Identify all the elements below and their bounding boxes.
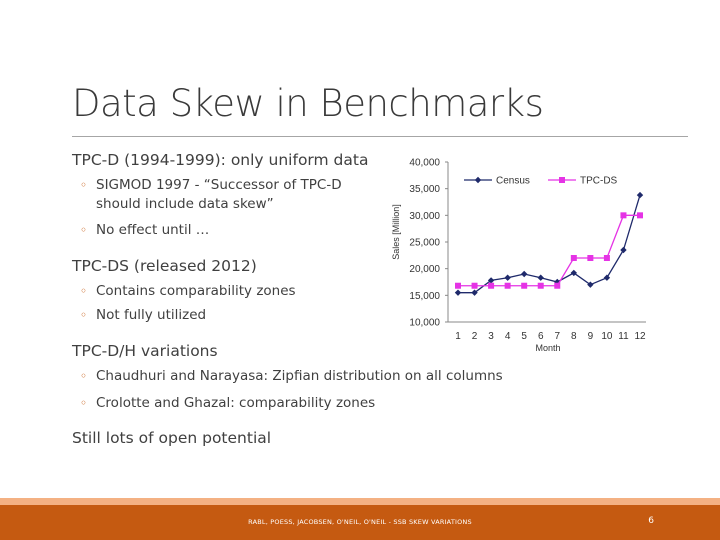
data-point-census: [636, 191, 644, 199]
x-tick-label: 3: [488, 331, 494, 342]
legend-marker-icon: [559, 177, 565, 183]
data-point-tpc-ds: [488, 282, 495, 289]
x-tick-label: 9: [588, 331, 594, 342]
x-tick-label: 4: [505, 331, 511, 342]
sales-line-chart: 10,000 15,000 20,000 25,000 30,000 35,000 40,0…: [384, 150, 660, 358]
series-line-census: [458, 194, 641, 294]
sub-bullet-no-effect-text: No effect until …: [96, 222, 210, 238]
x-tick-label: 5: [521, 331, 527, 342]
y-tick-label: 15,000: [409, 291, 440, 302]
sub-bullet-not-utilized-text: Not fully utilized: [96, 307, 207, 323]
bullet-tpcds: TPC-DS (released 2012): [72, 257, 257, 275]
slide-title: Data Skew in Benchmarks: [72, 82, 544, 125]
x-tick-label: 11: [618, 331, 629, 342]
x-tick-label: 12: [634, 331, 646, 342]
bullet-marker-icon: ◦: [80, 308, 88, 322]
data-point-census: [471, 289, 478, 296]
footer-accent-bar: [0, 498, 720, 505]
y-tick-label: 40,000: [409, 158, 440, 169]
y-axis-label: Sales [Million]: [391, 204, 401, 260]
data-point-tpc-ds: [603, 255, 610, 261]
title-divider: [72, 136, 688, 137]
x-axis-label: Month: [535, 343, 560, 353]
data-point-census: [520, 270, 528, 278]
footer-text: RABL, POESS, JACOBSEN, O'NEIL, O'NEIL - …: [248, 518, 472, 526]
sub-bullet-chaudhuri: ◦ Chaudhuri and Narayasa: Zipfian distri…: [80, 367, 503, 386]
data-point-census: [454, 289, 462, 296]
x-tick-label: 7: [554, 331, 560, 342]
x-tick-label: 8: [571, 331, 577, 342]
data-point-tpc-ds: [570, 255, 577, 261]
bullet-marker-icon: ◦: [80, 178, 88, 192]
data-point-tpc-ds: [637, 212, 643, 219]
sub-bullet-sigmod-line2: should include data skew”: [96, 196, 274, 212]
data-point-tpc-ds: [587, 255, 594, 261]
chart-canvas: 10,000 15,000 20,000 25,000 30,000 35,000 40,0…: [391, 158, 646, 353]
sub-bullet-not-utilized: ◦ Not fully utilized: [80, 306, 206, 325]
bullet-tpcdh: TPC-D/H variations: [72, 342, 218, 360]
y-tick-label: 35,000: [409, 184, 440, 195]
data-point-tpc-ds: [471, 282, 478, 289]
y-tick-label: 10,000: [409, 318, 440, 329]
legend-label: Census: [496, 176, 530, 187]
sub-bullet-no-effect: ◦ No effect until …: [80, 221, 209, 240]
bullet-marker-icon: ◦: [80, 396, 88, 410]
x-tick-label: 1: [455, 331, 461, 342]
data-point-census: [620, 246, 627, 254]
y-tick-label: 20,000: [409, 264, 440, 275]
sub-bullet-comparability: ◦ Contains comparability zones: [80, 282, 296, 301]
y-tick-label: 25,000: [409, 238, 440, 249]
x-tick-label: 2: [472, 331, 478, 342]
data-point-census: [537, 274, 544, 281]
bullet-still-potential: Still lots of open potential: [72, 429, 272, 447]
data-point-tpc-ds: [537, 282, 544, 289]
bullet-marker-icon: ◦: [80, 223, 88, 237]
x-tick-label: 6: [538, 331, 544, 342]
y-tick-label: 30,000: [409, 211, 440, 222]
sub-bullet-comparability-text: Contains comparability zones: [96, 283, 296, 299]
sub-bullet-chaudhuri-text: Chaudhuri and Narayasa: Zipfian distribu…: [96, 368, 503, 384]
legend-marker-icon: [474, 176, 482, 184]
data-point-tpc-ds: [554, 282, 561, 289]
sub-bullet-crolotte-text: Crolotte and Ghazal: comparability zones: [96, 395, 376, 411]
legend-label: TPC-DS: [580, 176, 618, 187]
data-point-census: [504, 274, 511, 281]
bullet-marker-icon: ◦: [80, 284, 88, 298]
x-tick-label: 10: [601, 331, 613, 342]
data-point-tpc-ds: [620, 212, 627, 219]
bullet-tpcd: TPC-D (1994-1999): only uniform data: [72, 151, 369, 169]
bullet-marker-icon: ◦: [80, 369, 88, 383]
data-point-census: [603, 274, 611, 281]
series-line-tpc-ds: [458, 214, 640, 287]
data-point-tpc-ds: [521, 282, 528, 289]
page-number: 6: [648, 516, 654, 526]
data-point-census: [487, 277, 495, 284]
data-point-tpc-ds: [455, 282, 461, 289]
footer-bar: [0, 505, 720, 540]
sub-bullet-sigmod: ◦ SIGMOD 1997 - “Successor of TPC-D shou…: [80, 176, 342, 214]
sub-bullet-sigmod-line1: SIGMOD 1997 - “Successor of TPC-D: [96, 177, 342, 193]
data-point-tpc-ds: [504, 282, 511, 289]
sub-bullet-crolotte: ◦ Crolotte and Ghazal: comparability zon…: [80, 394, 375, 413]
